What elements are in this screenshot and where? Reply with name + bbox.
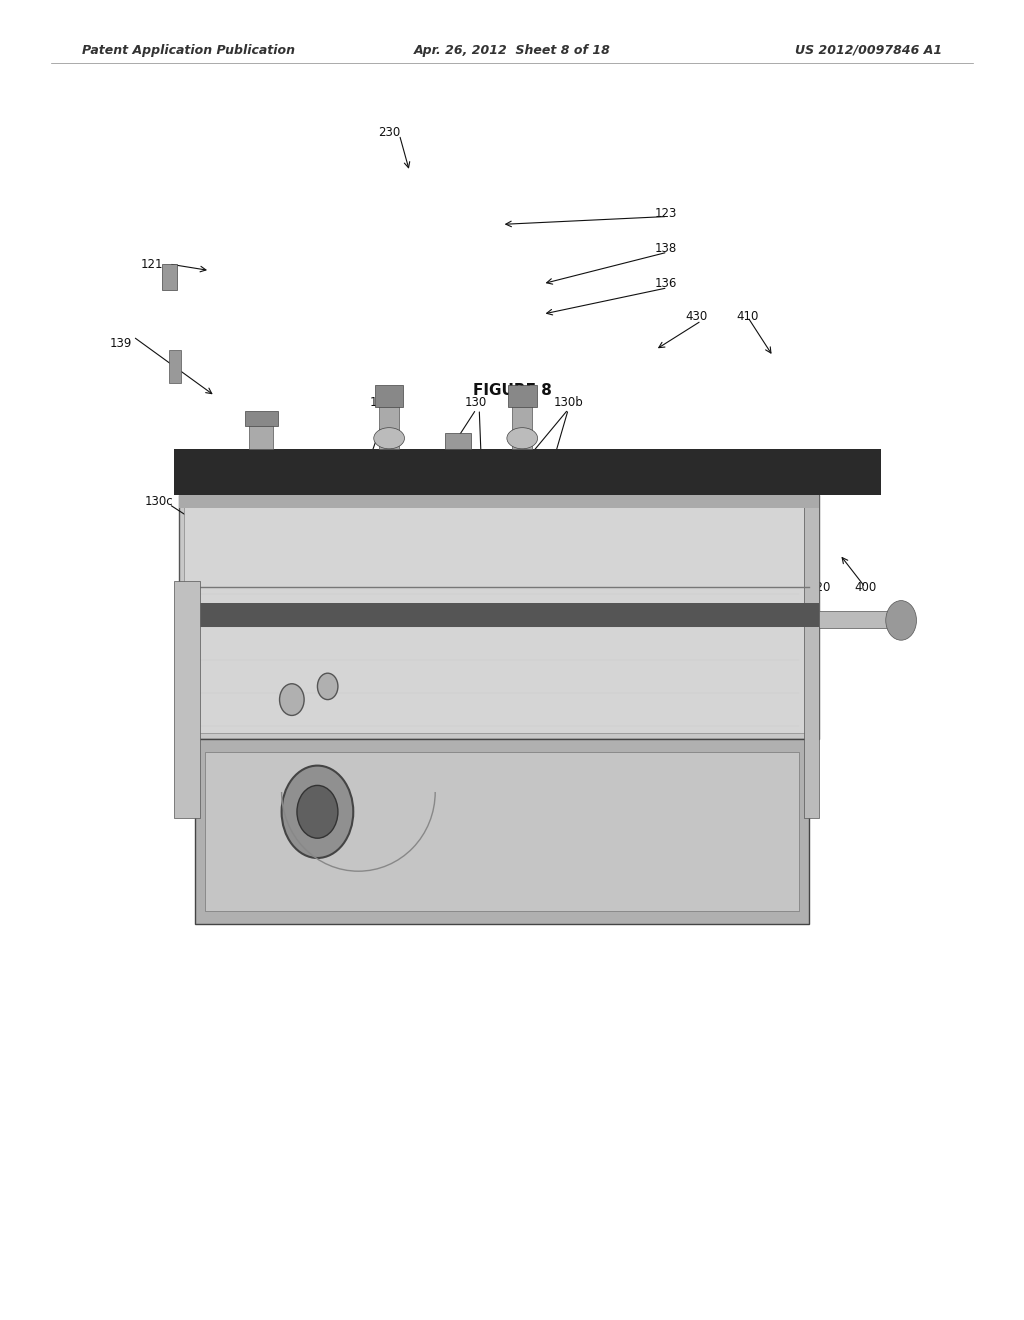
Bar [804, 495, 819, 818]
Circle shape [280, 684, 304, 715]
Bar [508, 385, 537, 407]
Text: Apr. 26, 2012  Sheet 8 of 18: Apr. 26, 2012 Sheet 8 of 18 [414, 44, 610, 57]
Text: 230: 230 [378, 125, 400, 139]
Bar [819, 611, 901, 628]
Text: 138: 138 [654, 242, 677, 255]
Circle shape [282, 766, 353, 858]
Text: 130c: 130c [144, 495, 173, 508]
Bar [179, 603, 819, 627]
Bar [379, 396, 399, 449]
Text: 410: 410 [736, 310, 759, 323]
Bar [205, 752, 799, 911]
Circle shape [886, 601, 916, 640]
Bar [184, 502, 814, 733]
Bar [249, 416, 273, 449]
Circle shape [297, 785, 338, 838]
Bar [174, 449, 881, 495]
Text: 121: 121 [140, 257, 163, 271]
Text: 130b: 130b [553, 396, 584, 409]
Text: US 2012/0097846 A1: US 2012/0097846 A1 [795, 44, 942, 57]
Text: 420: 420 [808, 581, 830, 594]
Text: 136: 136 [654, 277, 677, 290]
Text: 400: 400 [854, 581, 877, 594]
Text: Patent Application Publication: Patent Application Publication [82, 44, 295, 57]
Text: 123: 123 [654, 207, 677, 220]
Ellipse shape [507, 428, 538, 449]
Circle shape [317, 673, 338, 700]
Bar [179, 495, 819, 739]
Bar [195, 739, 809, 924]
Text: 120: 120 [284, 508, 306, 521]
Text: 139: 139 [110, 337, 132, 350]
Bar [512, 396, 532, 449]
Bar [445, 433, 471, 449]
Bar [375, 385, 403, 407]
Text: 130a: 130a [370, 396, 398, 409]
Text: 130: 130 [465, 396, 487, 409]
Bar [179, 495, 819, 508]
Bar [245, 411, 278, 426]
Ellipse shape [374, 428, 404, 449]
Text: 430: 430 [685, 310, 708, 323]
Bar [174, 581, 200, 818]
Bar [162, 264, 177, 290]
Bar [169, 350, 181, 383]
Text: FIGURE 8: FIGURE 8 [472, 383, 552, 397]
